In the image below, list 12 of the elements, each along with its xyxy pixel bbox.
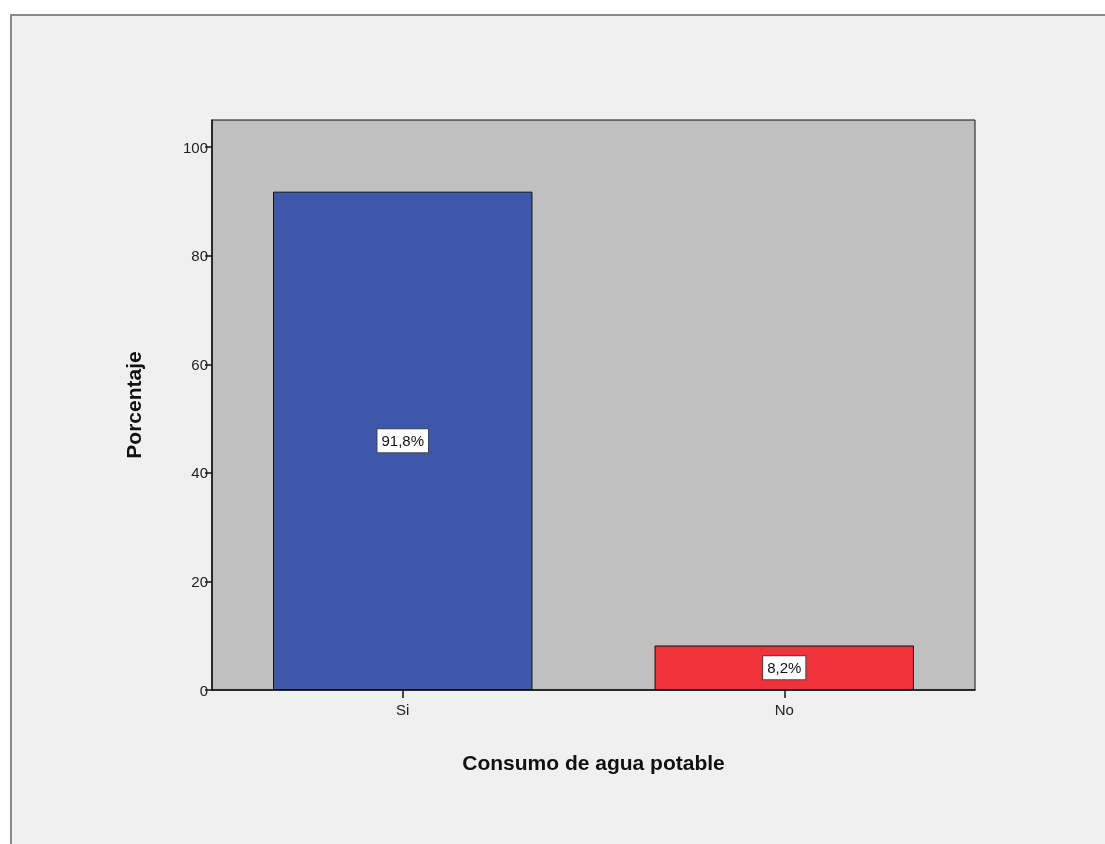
y-axis-title: Porcentaje bbox=[122, 351, 145, 459]
x-tick-label: No bbox=[774, 701, 794, 718]
data-label: 8,2% bbox=[767, 659, 802, 677]
y-tick-label: 40 bbox=[191, 464, 208, 482]
x-axis-title: Consumo de agua potable bbox=[462, 751, 725, 774]
y-tick-label: 0 bbox=[199, 681, 208, 699]
x-tick-label: Si bbox=[396, 701, 410, 718]
y-tick-label: 100 bbox=[182, 138, 208, 156]
data-label: 91,8% bbox=[381, 432, 425, 450]
y-tick-label: 80 bbox=[191, 247, 208, 265]
y-tick-label: 60 bbox=[191, 355, 208, 373]
y-tick-label: 20 bbox=[191, 572, 208, 590]
